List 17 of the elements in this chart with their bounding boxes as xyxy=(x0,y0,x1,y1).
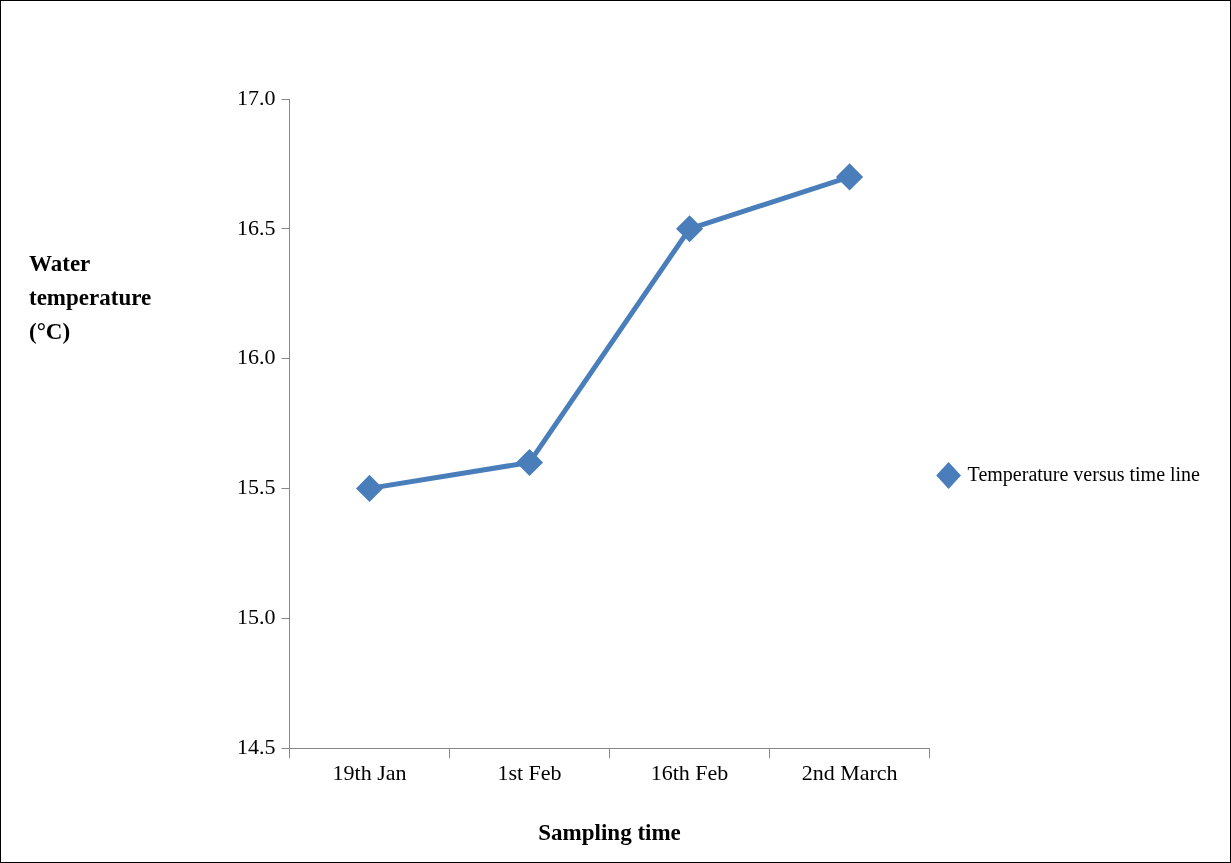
x-tick-label: 2nd March xyxy=(801,759,898,785)
y-tick-label: 16.5 xyxy=(237,214,276,240)
point xyxy=(357,475,383,501)
y-tick-label: 14.5 xyxy=(237,733,276,759)
y-axis-title: Water temperature (°C) xyxy=(29,250,153,346)
point xyxy=(837,164,863,190)
y-tick-label: 15.0 xyxy=(237,603,276,629)
y-tick-label: 17.0 xyxy=(237,84,276,110)
x-tick-label: 19th Jan xyxy=(332,759,407,785)
point xyxy=(517,449,543,475)
legend-label: Temperature versus time line xyxy=(967,462,1201,486)
y-tick-label: 15.5 xyxy=(237,474,276,500)
point xyxy=(677,216,703,242)
x-tick-label: 16th Feb xyxy=(650,759,729,785)
x-tick-label: 1st Feb xyxy=(497,759,562,785)
x-axis-title: Sampling time xyxy=(538,820,681,846)
y-tick-label: 16.0 xyxy=(237,344,276,370)
